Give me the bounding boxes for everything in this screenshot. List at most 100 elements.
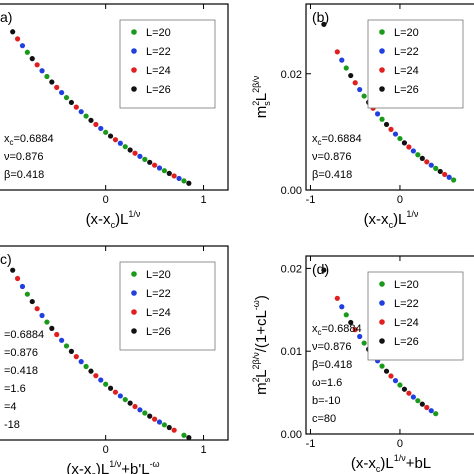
- panel-label: a): [0, 9, 12, 25]
- data-point: [334, 295, 340, 301]
- data-point: [156, 165, 163, 171]
- data-point: [137, 407, 143, 413]
- data-point: [73, 104, 79, 110]
- data-point: [156, 419, 163, 425]
- data-point: [383, 121, 390, 128]
- panel-b: -1 0 0.00 0.02 (b) L=20 L=22 L=24 L=26 xc=0.6884 ν…: [251, 3, 474, 230]
- data-point: [34, 306, 40, 312]
- legend-label: L=22: [146, 46, 171, 58]
- x-axis-label: (x-xc)L1/ν: [86, 209, 141, 230]
- legend-label: L=20: [146, 27, 171, 39]
- data-point: [343, 312, 349, 318]
- data-point: [161, 422, 167, 428]
- legend-marker: [379, 319, 385, 325]
- data-point: [78, 359, 84, 365]
- data-point: [98, 125, 104, 132]
- data-point: [451, 177, 457, 183]
- y-axis-label: m2sL2β/ν: [251, 75, 272, 118]
- legend-marker: [379, 48, 385, 54]
- param-text: β=0.418: [4, 169, 44, 181]
- data-point: [132, 403, 138, 410]
- data-point: [147, 413, 153, 419]
- data-point: [103, 129, 109, 135]
- legend-marker: [131, 290, 137, 296]
- data-point: [93, 373, 99, 379]
- data-point: [401, 140, 408, 146]
- data-point: [24, 49, 30, 55]
- data-point: [112, 137, 119, 143]
- data-point: [34, 62, 40, 68]
- data-point: [339, 304, 345, 310]
- legend-label: L=22: [146, 288, 171, 300]
- data-point: [428, 408, 434, 414]
- y-tick-label: 0.00: [281, 429, 302, 441]
- data-point: [117, 140, 123, 146]
- data-point: [44, 73, 50, 80]
- data-point: [78, 109, 84, 115]
- data-point: [151, 162, 158, 168]
- legend-label: L=24: [146, 65, 171, 77]
- data-point: [49, 79, 55, 85]
- data-point: [433, 411, 439, 417]
- data-point: [410, 148, 416, 154]
- legend-box: [119, 19, 216, 109]
- data-point: [68, 348, 75, 354]
- legend-label: L=22: [394, 298, 419, 310]
- data-point: [127, 147, 133, 153]
- data-point: [103, 381, 109, 387]
- legend-label: L=24: [146, 307, 171, 319]
- data-point: [401, 386, 408, 392]
- x-tick-label: -1: [306, 194, 316, 206]
- data-point: [49, 325, 55, 331]
- data-point: [107, 385, 114, 391]
- legend-marker: [379, 281, 385, 287]
- data-point: [59, 89, 65, 96]
- x-tick-label: 0: [397, 438, 403, 450]
- data-point: [54, 331, 60, 338]
- data-point: [428, 162, 434, 168]
- x-tick-label: 1: [200, 194, 206, 206]
- panel-d: -1 0 0.00 0.01 0.02 (d) L=20 L=22 L=24 L=26 xc=0.6…: [251, 255, 474, 474]
- data-point: [181, 178, 187, 184]
- data-point: [388, 373, 394, 379]
- data-point: [117, 393, 123, 399]
- data-point: [122, 396, 128, 403]
- x-tick-label: 0: [397, 194, 403, 206]
- data-point: [181, 432, 187, 438]
- param-text: b=-10: [312, 395, 340, 407]
- data-point: [14, 275, 21, 282]
- param-text: =4: [4, 401, 17, 413]
- y-tick-label: 0.02: [281, 263, 302, 275]
- panel-label: c): [0, 251, 12, 267]
- x-axis-label: (x-xc)L1/ν: [364, 209, 419, 230]
- data-point: [424, 159, 430, 165]
- data-point: [348, 72, 354, 79]
- legend-box: [367, 19, 464, 109]
- data-point: [83, 363, 89, 370]
- legend-label: L=24: [394, 65, 419, 77]
- legend-label: L=20: [146, 269, 171, 281]
- x-tick-label: 1: [200, 444, 206, 456]
- legend-label: L=26: [394, 336, 419, 348]
- data-point: [142, 156, 148, 162]
- data-point: [357, 86, 363, 93]
- data-point: [406, 390, 412, 396]
- data-point: [352, 327, 358, 333]
- data-point: [415, 398, 421, 404]
- legend-marker: [131, 328, 137, 334]
- data-point: [334, 49, 340, 55]
- legend-marker: [379, 338, 385, 344]
- data-point: [442, 171, 448, 178]
- data-point: [343, 65, 349, 71]
- data-point: [392, 131, 399, 137]
- data-point: [112, 389, 119, 395]
- y-tick-label: 0.00: [281, 185, 302, 197]
- y-axis-label: m2sL2β/ν/(1+cL-ω): [251, 295, 272, 395]
- data-point: [59, 337, 65, 343]
- plot-frame: [305, 3, 474, 191]
- data-point: [446, 174, 452, 180]
- data-point: [361, 340, 367, 346]
- data-point: [29, 56, 35, 62]
- x-tick-label: 0: [103, 194, 109, 206]
- data-point: [142, 410, 148, 416]
